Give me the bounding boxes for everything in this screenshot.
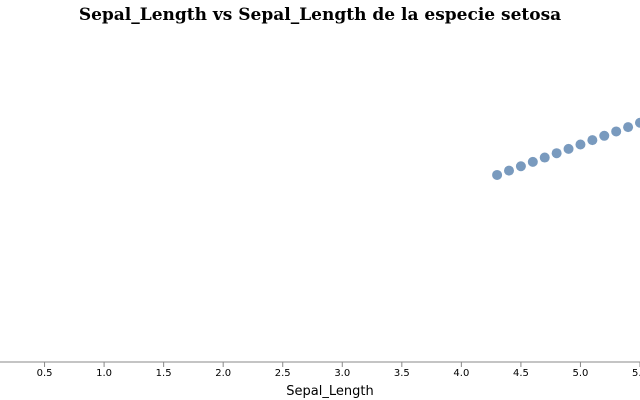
x-tick-label: 2.5 — [275, 368, 291, 379]
x-tick-label: 2.0 — [215, 368, 231, 379]
point — [599, 130, 610, 141]
point — [587, 135, 598, 146]
x-tick-label: 4.0 — [453, 368, 469, 379]
x-tick-label: 3.0 — [334, 368, 350, 379]
x-tick-label: 3.5 — [394, 368, 410, 379]
point — [504, 165, 514, 176]
point — [623, 122, 634, 133]
point — [611, 126, 622, 137]
point — [492, 169, 503, 180]
point — [563, 143, 574, 154]
x-tick-label: 1.0 — [96, 368, 112, 379]
point — [635, 117, 640, 128]
point — [551, 148, 562, 159]
x-tick-label: 1.5 — [156, 368, 172, 379]
x-axis-title: Sepal_Length — [286, 384, 373, 399]
point — [575, 139, 586, 150]
x-tick-label: 5.5 — [632, 368, 640, 379]
point — [515, 161, 526, 172]
x-tick-label: 5.0 — [573, 368, 589, 379]
point — [539, 152, 550, 163]
point — [527, 156, 538, 167]
x-tick-label: 4.5 — [513, 368, 529, 379]
x-tick-label: 0.5 — [37, 368, 53, 379]
chart-title: Sepal_Length vs Sepal_Length de la espec… — [79, 5, 561, 25]
